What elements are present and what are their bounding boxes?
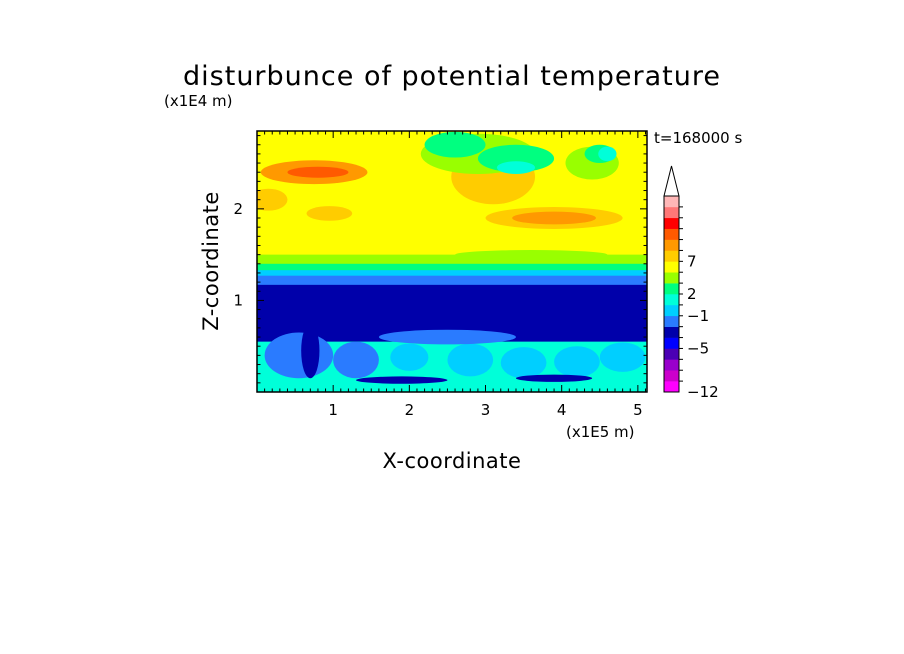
colorbar-swatch-12: [664, 250, 679, 262]
contour-band-4: [257, 263, 647, 271]
colorbar-swatch-16: [664, 206, 679, 219]
y-tick-label-1: 1: [233, 291, 243, 309]
colorbar-swatch-8: [664, 294, 679, 306]
contour-region-23: [515, 374, 593, 382]
contour-region-9: [496, 161, 536, 175]
colorbar-label--12: −12: [687, 383, 719, 401]
colorbar-label-2: 2: [687, 285, 697, 303]
contour-band-3: [257, 254, 647, 265]
x-tick-label-4: 4: [557, 401, 567, 419]
contour-band-6: [257, 275, 647, 286]
plot-frame: [256, 130, 648, 393]
contour-region-16: [333, 341, 379, 379]
axes: 1 2 3 4 5 1 2: [233, 130, 648, 419]
contour-region-14: [455, 250, 608, 260]
colorbar-swatch-10: [664, 272, 679, 284]
colorbar-swatch-3: [664, 348, 679, 360]
x-axis-label: X-coordinate: [383, 449, 522, 473]
colorbar-extend-arrow: [663, 165, 680, 197]
colorbar-swatch-17: [664, 196, 679, 208]
contour-region-3: [306, 206, 353, 221]
colorbar-label--5: −5: [687, 339, 709, 357]
contour-band-7: [257, 284, 647, 308]
colorbar-swatch-9: [664, 283, 679, 295]
contour-band-2: [257, 231, 647, 256]
colorbar-swatch-11: [664, 261, 679, 273]
colorbar-swatch-13: [664, 239, 679, 251]
colorbar-swatch-15: [664, 217, 679, 229]
colorbar-label-7: 7: [687, 252, 697, 270]
contour-region-2: [257, 188, 288, 211]
y-axis-label: Z-coordinate: [199, 191, 223, 331]
contour-region-13: [424, 131, 486, 158]
contour-region-8: [477, 144, 555, 173]
x-tick-label-5: 5: [633, 401, 643, 419]
contour-region-18: [447, 343, 494, 377]
colorbar-swatch-0: [664, 381, 679, 393]
contour-region-12: [598, 146, 617, 162]
colorbar-label--1: −1: [687, 307, 709, 325]
colorbar: −12−5−127: [663, 165, 719, 401]
contour-region-22: [301, 323, 320, 379]
contour-band-5: [257, 270, 647, 277]
x-unit-label: (x1E5 m): [566, 423, 635, 441]
colorbar-swatch-4: [664, 337, 679, 349]
y-unit-label: (x1E4 m): [164, 92, 233, 110]
colorbar-swatch-6: [664, 315, 679, 327]
contour-region-20: [554, 346, 600, 378]
x-tick-label-1: 1: [328, 401, 338, 419]
contour-region-5: [512, 211, 596, 225]
plot-area: [257, 131, 647, 392]
y-tick-label-2: 2: [233, 200, 243, 218]
contour-region-17: [390, 343, 429, 371]
contour-region-19: [500, 347, 547, 379]
colorbar-swatch-1: [664, 370, 679, 382]
contour-region-1: [287, 166, 349, 178]
contour-region-21: [599, 342, 646, 372]
contour-region-25: [378, 329, 516, 345]
colorbar-swatch-5: [664, 326, 679, 338]
time-label: t=168000 s: [654, 129, 742, 147]
chart-title: disturbunce of potential temperature: [183, 61, 721, 92]
colorbar-swatch-7: [664, 304, 679, 317]
x-tick-label-2: 2: [405, 401, 415, 419]
contour-region-15: [264, 332, 334, 379]
colorbar-swatch-2: [664, 359, 679, 371]
colorbar-swatch-14: [664, 228, 679, 240]
x-tick-label-3: 3: [481, 401, 491, 419]
contour-region-24: [356, 376, 448, 384]
